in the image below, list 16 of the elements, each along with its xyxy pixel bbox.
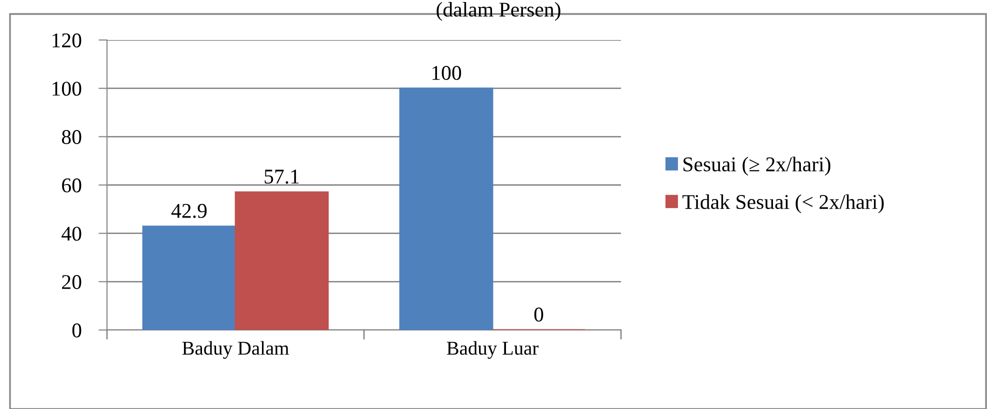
x-tick-label: Baduy Luar (446, 341, 538, 359)
data-label: 100 (432, 66, 462, 80)
y-tick-label: 0 (72, 323, 82, 338)
legend-label: Tidak Sesuai (< 2x/hari) (682, 194, 884, 214)
data-label: 42.9 (171, 204, 207, 218)
chart-title: (dalam Persen) (436, 2, 560, 21)
legend-label: Sesuai (≥ 2x/hari) (684, 156, 830, 176)
y-tick-label: 40 (62, 226, 82, 241)
x-tick-label: Baduy Dalam (182, 341, 289, 359)
y-tick-label: 80 (62, 130, 82, 144)
y-tick-label: 20 (62, 275, 82, 290)
y-tick-label: 100 (52, 82, 82, 96)
y-tick-label: 60 (62, 178, 82, 192)
y-tick-label: 120 (52, 33, 82, 48)
data-label: 57.1 (264, 170, 299, 184)
data-label: 0 (534, 308, 544, 322)
